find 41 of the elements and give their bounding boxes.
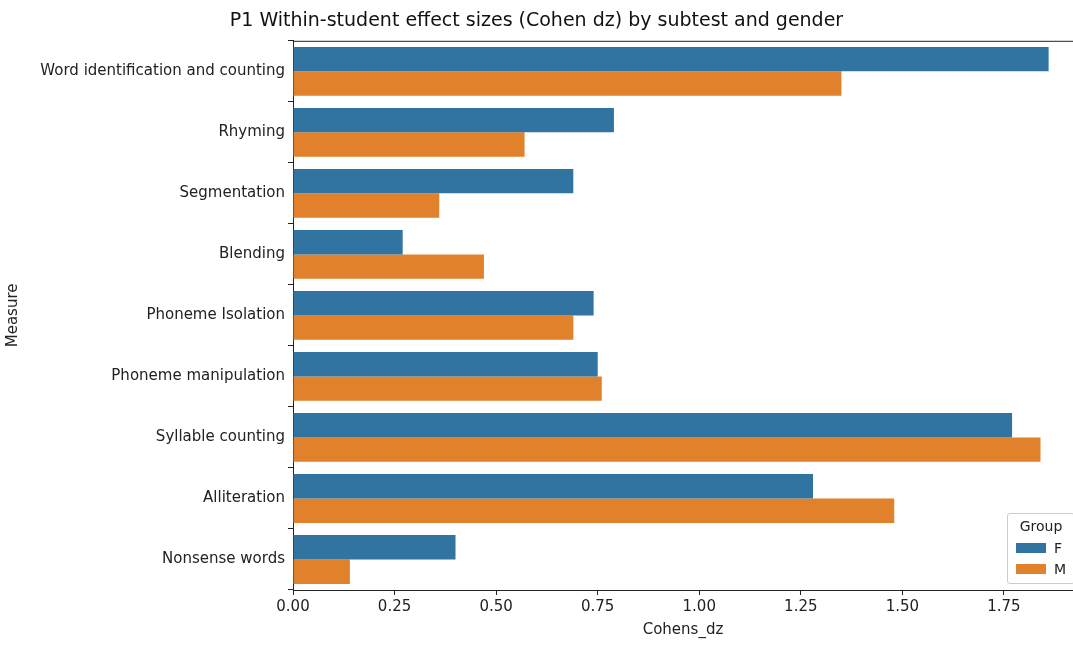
y-tick-label: Blending — [219, 244, 285, 263]
x-axis-title: Cohens_dz — [642, 619, 724, 639]
y-tick-label: Segmentation — [179, 183, 285, 202]
x-tick-label: 1.75 — [987, 596, 1021, 615]
bar — [293, 229, 403, 255]
y-tick-label: Phoneme manipulation — [111, 366, 285, 385]
bar — [293, 168, 574, 194]
bar — [293, 474, 813, 499]
bar — [293, 46, 1049, 72]
y-tick-label: Nonsense words — [162, 549, 286, 568]
bar — [293, 71, 842, 96]
x-tick-label: 0.00 — [276, 596, 310, 615]
x-tick-label: 0.50 — [479, 596, 513, 615]
y-axis-title: Measure — [2, 283, 21, 348]
bar — [293, 413, 1013, 438]
bar — [293, 352, 598, 377]
bar — [293, 437, 1041, 462]
bar — [293, 193, 440, 218]
legend-title: Group — [1018, 518, 1064, 534]
bar — [293, 376, 602, 401]
bar — [293, 315, 574, 340]
bar — [293, 559, 350, 584]
x-tick-label: 1.50 — [885, 596, 920, 615]
x-tick-label: 1.00 — [682, 596, 716, 615]
bar — [293, 132, 525, 157]
y-tick-label: Syllable counting — [155, 427, 285, 446]
bar — [293, 498, 895, 523]
x-tick-label: 0.25 — [377, 596, 412, 615]
y-tick-label: Phoneme Isolation — [146, 305, 285, 324]
x-tick-label: 1.25 — [784, 596, 818, 615]
bar — [293, 107, 614, 133]
legend-label: F — [1054, 539, 1063, 556]
bar — [293, 254, 484, 279]
bar — [293, 290, 594, 316]
y-tick-label: Word identification and counting — [40, 61, 285, 80]
x-tick-label: 0.75 — [580, 596, 615, 615]
y-tick-label: Rhyming — [218, 122, 285, 141]
y-tick-label: Alliteration — [203, 488, 285, 507]
bar — [293, 535, 456, 560]
legend-label: M — [1054, 560, 1067, 577]
chart-title: P1 Within-student effect sizes (Cohen dz) by subtest and gender — [229, 8, 844, 31]
